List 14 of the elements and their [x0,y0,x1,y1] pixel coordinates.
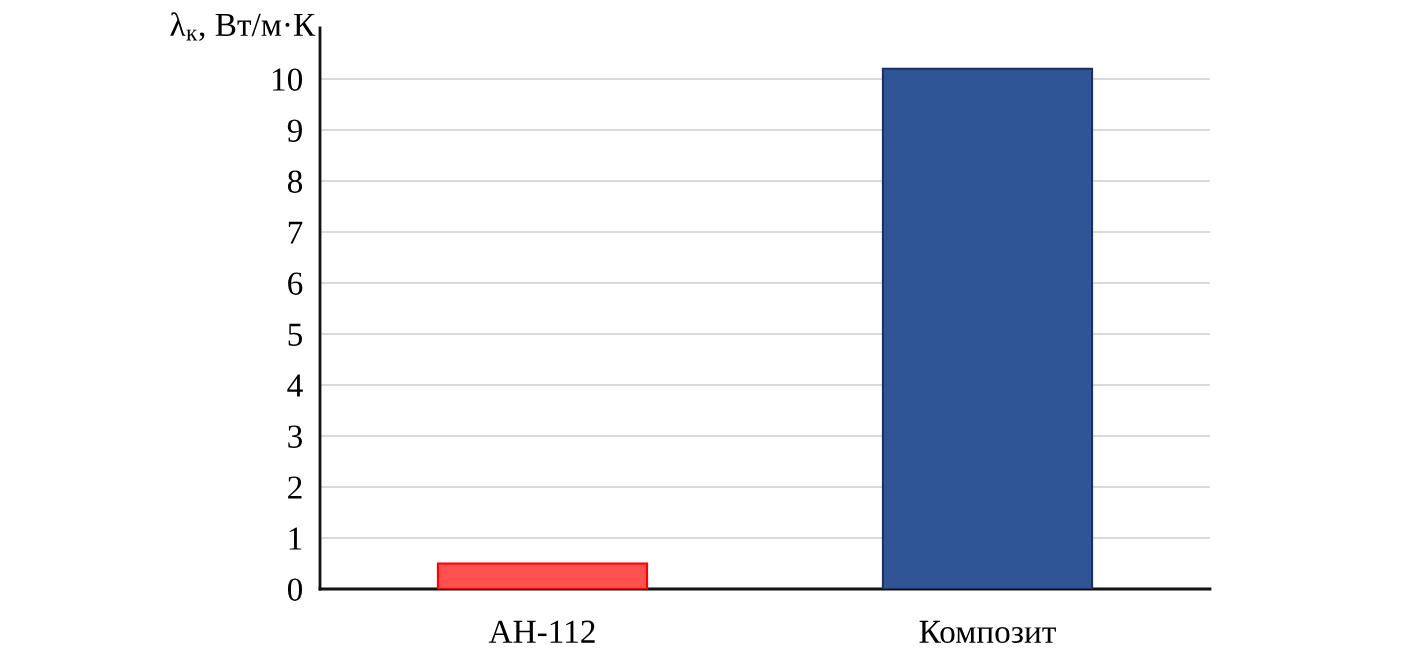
y-tick-label: 8 [287,170,303,193]
y-tick-label: 10 [272,68,303,91]
x-tick-label: АН-112 [488,620,595,643]
y-tick-label: 6 [288,272,303,295]
y-tick-label: 9 [287,119,302,142]
y-tick-label: 5 [288,323,303,346]
x-tick-label: Композит [919,620,1056,644]
y-axis-title: λ$_{к}$, Вт/м·К [170,12,316,41]
y-tick-label: 1 [289,527,302,550]
y-tick-label: 7 [288,221,303,244]
y-tick-label: 4 [287,374,303,397]
y-tick-label: 0 [287,578,303,601]
y-tick-label: 3 [288,425,303,448]
y-tick-label: 2 [288,476,302,499]
